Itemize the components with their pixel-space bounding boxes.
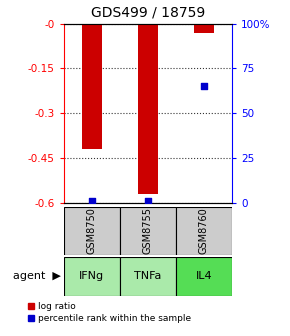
Text: GSM8750: GSM8750	[87, 208, 97, 254]
Text: GSM8760: GSM8760	[199, 208, 209, 254]
Point	[146, 199, 150, 204]
Bar	[64, 257, 120, 296]
Bar	[176, 207, 232, 255]
Legend: log ratio, percentile rank within the sample: log ratio, percentile rank within the sa…	[28, 302, 191, 324]
Bar	[120, 207, 176, 255]
Bar	[194, 24, 214, 33]
Text: agent  ▶: agent ▶	[13, 271, 61, 281]
Text: TNFa: TNFa	[134, 271, 162, 281]
Text: IFNg: IFNg	[79, 271, 104, 281]
Bar	[120, 257, 176, 296]
Bar	[82, 24, 102, 150]
Bar	[64, 207, 120, 255]
Point	[90, 199, 94, 204]
Text: GSM8755: GSM8755	[143, 208, 153, 254]
Point	[202, 84, 206, 89]
Bar	[138, 24, 158, 194]
Text: IL4: IL4	[196, 271, 212, 281]
Title: GDS499 / 18759: GDS499 / 18759	[91, 6, 205, 19]
Bar	[176, 257, 232, 296]
